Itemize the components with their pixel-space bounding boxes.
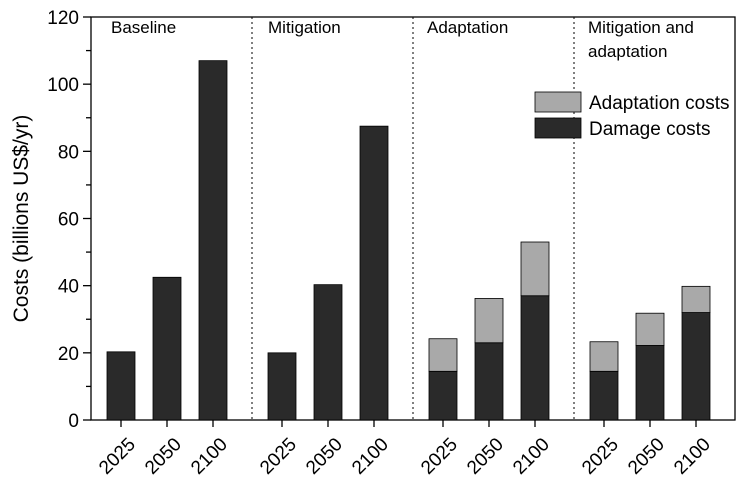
bar-adaptation-3-2050: [635, 312, 665, 346]
labels: 0 20 40 60 80 100 120 Costs (billions US$/yr) 20…: [10, 8, 715, 479]
group-label: Mitigation and adaptation: [588, 18, 694, 61]
bar-damage-3-2050: [635, 345, 665, 421]
x-tick-label: 2050: [463, 434, 508, 479]
y-tick-label: 0: [68, 411, 79, 432]
x-tick-label: 2025: [256, 434, 301, 479]
y-tick-label: 20: [58, 344, 79, 365]
group-label: Mitigation: [268, 18, 341, 37]
x-tick-label: 2050: [141, 434, 186, 479]
y-tick-label: 120: [47, 8, 79, 29]
x-tick-label: 2050: [302, 434, 347, 479]
group-label: Baseline: [111, 18, 176, 37]
legend-swatch: [534, 117, 582, 139]
bar-damage-0-2025: [106, 351, 136, 421]
bar-adaptation-2-2025: [428, 338, 458, 372]
bar-damage-3-2100: [681, 312, 711, 421]
x-tick-label: 2025: [417, 434, 462, 479]
bars: [106, 60, 711, 421]
bar-damage-2-2100: [520, 295, 550, 421]
legend-label: Damage costs: [589, 119, 710, 140]
bar-adaptation-2-2050: [474, 298, 504, 344]
x-tick-label: 2025: [578, 434, 623, 479]
x-tick-label: 2050: [624, 434, 669, 479]
x-tick-label: 2100: [187, 434, 232, 479]
y-axis-label: Costs (billions US$/yr): [10, 115, 33, 323]
group-label: Adaptation: [427, 18, 508, 37]
x-tick-label: 2100: [348, 434, 393, 479]
bar-damage-1-2050: [313, 284, 343, 421]
bar-damage-2-2050: [474, 342, 504, 421]
bar-damage-1-2100: [359, 125, 389, 421]
y-tick-label: 80: [58, 142, 79, 163]
legend-swatch: [534, 91, 582, 113]
legend-label: Adaptation costs: [589, 93, 729, 114]
y-tick-label: 100: [47, 75, 79, 96]
bar-adaptation-3-2100: [681, 285, 711, 313]
y-tick-label: 60: [58, 210, 79, 231]
legend: Adaptation costs Damage costs: [534, 91, 729, 140]
y-tick-label: 40: [58, 277, 79, 298]
axes: [83, 16, 736, 427]
bar-damage-0-2100: [198, 60, 228, 421]
x-tick-label: 2100: [670, 434, 715, 479]
x-tick-label: 2100: [509, 434, 554, 479]
bar-damage-2-2025: [428, 370, 458, 421]
bar-damage-1-2025: [267, 352, 297, 421]
bar-damage-3-2025: [589, 370, 619, 421]
x-tick-label: 2025: [95, 434, 140, 479]
bar-damage-0-2050: [152, 276, 182, 421]
bar-adaptation-3-2025: [589, 341, 619, 372]
bar-adaptation-2-2100: [520, 241, 550, 297]
